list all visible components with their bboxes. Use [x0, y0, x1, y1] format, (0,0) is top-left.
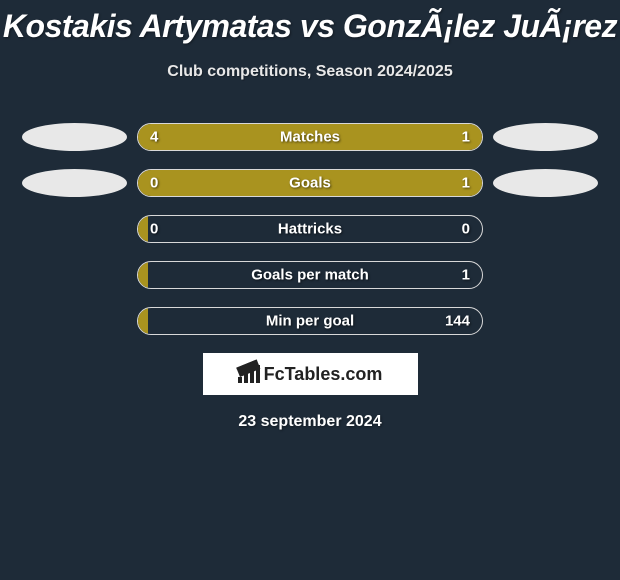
- logo-text: FcTables.com: [264, 364, 383, 385]
- stat-bar: 0 Goals 1: [137, 169, 483, 197]
- subtitle: Club competitions, Season 2024/2025: [0, 63, 620, 81]
- bar-fill-right: [200, 170, 482, 196]
- player-right-icon: [493, 123, 598, 151]
- bar-fill-left: [138, 262, 148, 288]
- left-value: 0: [150, 175, 158, 192]
- stat-bar: Min per goal 144: [137, 307, 483, 335]
- player-left-icon: [22, 169, 127, 197]
- stat-label: Goals: [289, 175, 331, 192]
- stat-label: Goals per match: [251, 267, 369, 284]
- bar-fill-left: [138, 308, 148, 334]
- stat-row: Min per goal 144: [0, 307, 620, 335]
- bar-fill-left: [138, 124, 406, 150]
- bars-chart-icon: [238, 365, 260, 383]
- stat-row: 0 Hattricks 0: [0, 215, 620, 243]
- bar-fill-left: [138, 170, 200, 196]
- stat-row: 0 Goals 1: [0, 169, 620, 197]
- stat-bar: 4 Matches 1: [137, 123, 483, 151]
- bar-fill-left: [138, 216, 148, 242]
- left-value: 4: [150, 129, 158, 146]
- date-label: 23 september 2024: [0, 413, 620, 431]
- player-right-icon: [493, 169, 598, 197]
- stat-bar: Goals per match 1: [137, 261, 483, 289]
- right-value: 144: [445, 313, 470, 330]
- right-value: 1: [462, 129, 470, 146]
- stats-list: 4 Matches 1 0 Goals 1 0 Hattricks 0 Goals per mat…: [0, 123, 620, 335]
- right-value: 1: [462, 175, 470, 192]
- bar-fill-right: [406, 124, 482, 150]
- stat-label: Min per goal: [266, 313, 354, 330]
- right-value: 1: [462, 267, 470, 284]
- stat-label: Matches: [280, 129, 340, 146]
- stat-row: Goals per match 1: [0, 261, 620, 289]
- left-value: 0: [150, 221, 158, 238]
- stat-bar: 0 Hattricks 0: [137, 215, 483, 243]
- stat-label: Hattricks: [278, 221, 342, 238]
- page-title: Kostakis Artymatas vs GonzÃ¡lez JuÃ¡rez: [0, 8, 620, 45]
- comparison-card: Kostakis Artymatas vs GonzÃ¡lez JuÃ¡rez …: [0, 0, 620, 580]
- logo-box: FcTables.com: [203, 353, 418, 395]
- player-left-icon: [22, 123, 127, 151]
- stat-row: 4 Matches 1: [0, 123, 620, 151]
- right-value: 0: [462, 221, 470, 238]
